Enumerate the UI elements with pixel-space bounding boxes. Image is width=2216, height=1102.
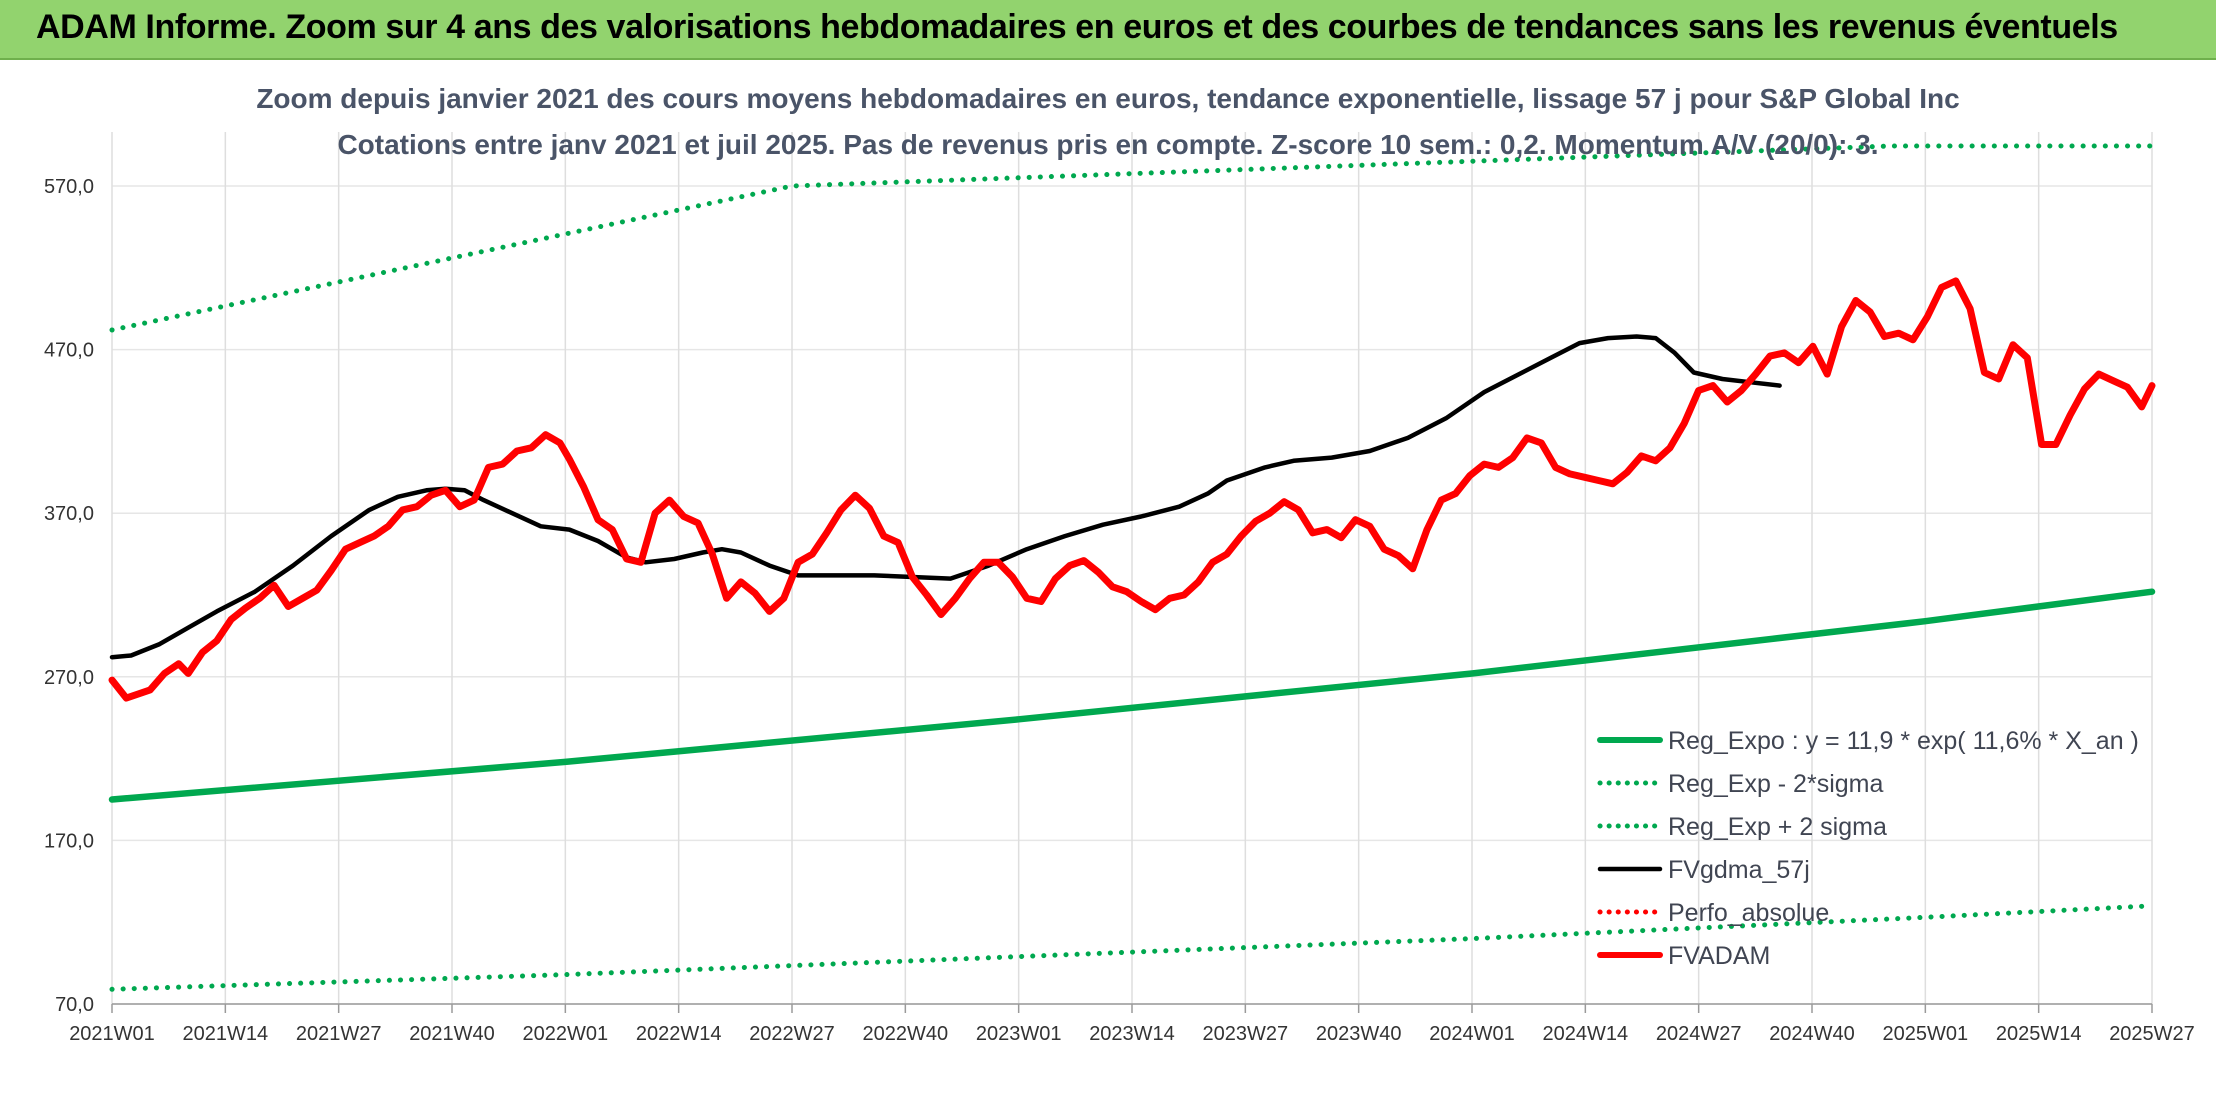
chart-subtitle: Cotations entre janv 2021 et juil 2025. … — [337, 129, 1878, 160]
x-tick-label: 2022W01 — [523, 1023, 609, 1045]
y-tick-label: 270,0 — [44, 667, 94, 689]
x-tick-label: 2022W27 — [749, 1023, 835, 1045]
legend: Reg_Expo : y = 11,9 * exp( 11,6% * X_an … — [1597, 727, 2139, 970]
y-tick-label: 70,0 — [55, 994, 94, 1016]
axes: 70,0 170,0 270,0 370,0 470,0 570,0 2021W01 2021… — [44, 176, 2195, 1045]
y-tick-label: 370,0 — [44, 503, 94, 525]
legend-label: Reg_Expo : y = 11,9 * exp( 11,6% * X_an … — [1668, 727, 2139, 755]
x-tick-label: 2021W01 — [69, 1023, 155, 1045]
x-tick-label: 2022W40 — [863, 1023, 949, 1045]
series-line-2 — [109, 143, 2155, 333]
legend-label: FVADAM — [1668, 942, 1770, 970]
y-tick-label: 470,0 — [44, 340, 94, 362]
legend-label: Perfo_absolue — [1668, 899, 1829, 927]
x-tick-label: 2022W14 — [636, 1023, 722, 1045]
series-line-3 — [109, 334, 1782, 660]
x-tick-label: 2023W01 — [976, 1023, 1062, 1045]
series-line-0 — [108, 588, 2156, 803]
legend-label: FVgdma_57j — [1668, 856, 1810, 884]
series-line-5 — [108, 277, 2156, 702]
x-tick-label: 2023W40 — [1316, 1023, 1402, 1045]
x-tick-label: 2023W27 — [1203, 1023, 1289, 1045]
x-tick-label: 2021W27 — [296, 1023, 382, 1045]
legend-label: Reg_Exp + 2 sigma — [1668, 813, 1887, 841]
series-layer — [108, 143, 2156, 992]
x-tick-label: 2024W27 — [1656, 1023, 1742, 1045]
x-tick-label: 2024W40 — [1769, 1023, 1855, 1045]
grid — [111, 132, 2153, 1005]
line-chart: 70,0 170,0 270,0 370,0 470,0 570,0 2021W01 2021… — [0, 60, 2216, 1102]
report-banner: ADAM Informe. Zoom sur 4 ans des valoris… — [0, 0, 2216, 60]
x-tick-label: 2023W14 — [1089, 1023, 1175, 1045]
x-tick-label: 2024W01 — [1429, 1023, 1515, 1045]
x-tick-label: 2025W27 — [2109, 1023, 2195, 1045]
x-tick-label: 2024W14 — [1543, 1023, 1629, 1045]
y-tick-label: 170,0 — [44, 830, 94, 852]
x-tick-label: 2021W40 — [409, 1023, 495, 1045]
x-tick-label: 2025W01 — [1883, 1023, 1969, 1045]
x-tick-label: 2021W14 — [183, 1023, 269, 1045]
y-tick-label: 570,0 — [44, 176, 94, 198]
series-line-1 — [109, 903, 2155, 992]
legend-label: Reg_Exp - 2*sigma — [1668, 770, 1883, 798]
x-tick-label: 2025W14 — [1996, 1023, 2082, 1045]
report-title: ADAM Informe. Zoom sur 4 ans des valoris… — [36, 8, 2118, 46]
chart-title: Zoom depuis janvier 2021 des cours moyen… — [256, 83, 1959, 114]
